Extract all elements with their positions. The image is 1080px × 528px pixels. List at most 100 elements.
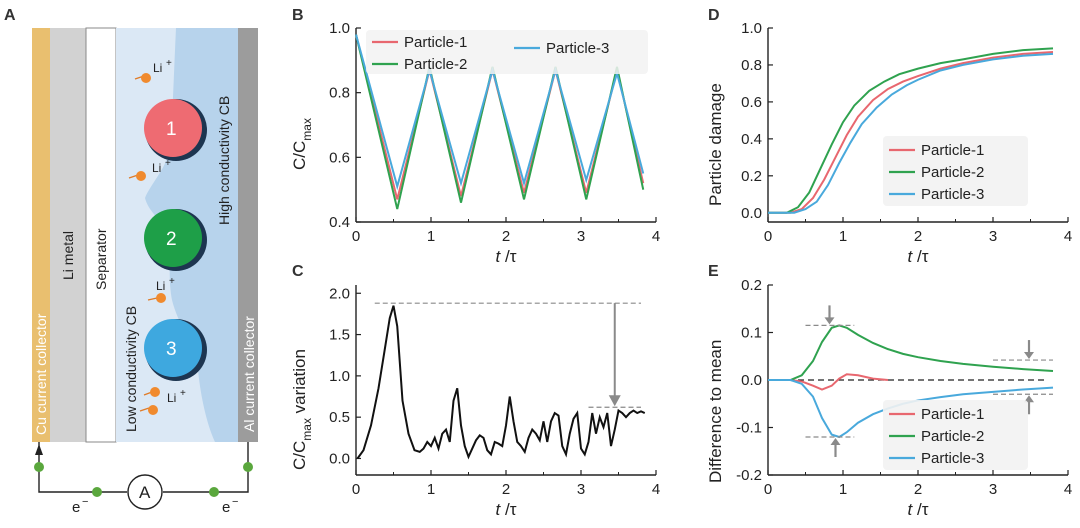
y-tick-label: -0.1 — [736, 420, 762, 437]
y-tick-label: 0.2 — [741, 168, 762, 185]
electron-dot — [243, 462, 253, 472]
y-tick-label: 0.0 — [741, 205, 762, 222]
y-tick-label: 2.0 — [329, 285, 350, 302]
separator-label: Separator — [93, 228, 109, 290]
chart-b-series — [355, 34, 645, 210]
legend-box — [366, 30, 648, 74]
particle-3-label: 3 — [166, 339, 177, 360]
x-tick-label: 0 — [352, 481, 360, 498]
y-tick-label: 1.0 — [329, 368, 350, 385]
panel-b: B 0 1 2 3 40.40.60.81.0t /τ Particle-1Partic… — [290, 7, 660, 266]
chart-e-legend: Particle-1 Particle-2 Particle-3 — [883, 400, 1028, 470]
chart-d-ylabel: Particle damage — [706, 83, 725, 206]
panel-label-c: C — [292, 263, 304, 280]
panel-e: E 0 1 2 3 4-0.2-0.10.00.10.2t /τ Particle-1P… — [706, 263, 1072, 519]
svg-text:+: + — [165, 158, 171, 169]
chart-e-ylabel: Difference to mean — [706, 340, 725, 483]
reduction-arrow-head — [608, 395, 621, 407]
series-particle-3 — [768, 379, 1054, 439]
legend-particle-3-label: Particle-3 — [921, 450, 984, 467]
series-variation — [356, 305, 646, 460]
x-tick-label: 2 — [914, 481, 922, 498]
li-ion-3: Li + — [147, 276, 175, 303]
y-tick-label: 0.0 — [329, 450, 350, 467]
x-tick-label: 2 — [502, 228, 510, 245]
svg-text:Li: Li — [153, 61, 162, 75]
chart-b-ylabel: C/Cmax — [290, 118, 314, 170]
particle-2: 2 — [144, 209, 207, 271]
y-tick-label: 0.2 — [741, 277, 762, 294]
y-tick-label: 0.0 — [741, 372, 762, 389]
series-particle-3 — [355, 34, 645, 191]
x-tick-label: 4 — [1064, 228, 1072, 245]
al-current-collector — [238, 28, 258, 442]
panel-label-b: B — [292, 7, 304, 24]
legend-particle-2-label: Particle-2 — [404, 56, 467, 73]
li-metal-label: Li metal — [60, 231, 76, 280]
x-tick-label: 0 — [764, 228, 772, 245]
svg-text:+: + — [180, 388, 186, 399]
li-ion-5 — [139, 405, 158, 415]
li-ion-group: Li + Li + Li + Li + — [128, 58, 186, 415]
li-ion-2: Li + — [128, 158, 171, 181]
particle-2-label: 2 — [166, 229, 177, 250]
y-tick-label: 0.6 — [741, 94, 762, 111]
legend-particle-1-label: Particle-1 — [921, 406, 984, 423]
chart-d-legend: Particle-1 Particle-2 Particle-3 — [883, 136, 1028, 206]
series-particle-3 — [768, 52, 1054, 214]
y-tick-label: 0.8 — [741, 57, 762, 74]
ammeter — [127, 474, 163, 510]
y-tick-label: 0.4 — [741, 131, 762, 148]
y-tick-label: -0.2 — [736, 467, 762, 484]
svg-text:Li: Li — [156, 279, 165, 293]
svg-text:Li: Li — [152, 161, 161, 175]
legend-particle-3-label: Particle-3 — [921, 186, 984, 203]
chart-e-axes-ticks: 0 1 2 3 4 -0.2 -0.1 0.0 0.1 0.2 t /τ — [736, 277, 1072, 519]
series-particle-2 — [355, 34, 645, 210]
y-tick-label: 0.1 — [741, 325, 762, 342]
end-arrow-p2-head — [1024, 352, 1034, 360]
x-axis-label: t /τ — [496, 247, 517, 266]
x-tick-label: 3 — [577, 481, 585, 498]
chart-b-legend: Particle-1 Particle-2 Particle-3 — [366, 30, 648, 74]
y-tick-label: 1.5 — [329, 327, 350, 344]
chart-c-ylabel: C/Cmax variation — [290, 349, 314, 470]
y-tick-label: 0.5 — [329, 409, 350, 426]
particle-3: 3 — [144, 319, 207, 381]
legend-box — [883, 400, 1028, 470]
electron-dot — [209, 487, 219, 497]
x-tick-label: 3 — [989, 228, 997, 245]
svg-text:Li: Li — [167, 391, 176, 405]
peak-arrow-p3-head — [830, 438, 841, 445]
cu-current-collector — [32, 28, 50, 442]
chart-e-series — [768, 305, 1054, 457]
electron-label-right: e — [222, 499, 230, 516]
x-tick-label: 2 — [502, 481, 510, 498]
particle-1-label: 1 — [166, 119, 177, 140]
svg-text:+: + — [166, 58, 172, 69]
separator — [85, 27, 117, 443]
x-tick-label: 3 — [989, 481, 997, 498]
x-tick-label: 4 — [1064, 481, 1072, 498]
legend-particle-2-label: Particle-2 — [921, 164, 984, 181]
chart-d-series — [768, 47, 1054, 214]
li-ion-4: Li + — [143, 387, 186, 405]
li-ion-1: Li + — [134, 58, 172, 83]
x-tick-label: 1 — [427, 481, 435, 498]
chart-d-axes-ticks: 0 1 2 3 4 0.0 0.2 0.4 0.6 0.8 1.0 t /τ — [741, 20, 1072, 266]
x-tick-label: 3 — [577, 228, 585, 245]
legend-box — [883, 136, 1028, 206]
panel-d: D 0 1 2 3 4 0.0 0.2 0.4 0.6 0.8 1.0 t /τ Particle-1… — [706, 7, 1072, 266]
series-particle-1 — [768, 373, 889, 391]
y-tick-label: 1.0 — [741, 20, 762, 37]
al-collector-label: Al current collector — [241, 316, 257, 432]
x-axis-label: t /τ — [908, 500, 929, 519]
x-tick-label: 0 — [352, 228, 360, 245]
legend-particle-2-label: Particle-2 — [921, 428, 984, 445]
legend-particle-1-label: Particle-1 — [921, 142, 984, 159]
external-circuit: A e − e − — [34, 442, 253, 516]
x-tick-label: 4 — [652, 481, 660, 498]
svg-text:+: + — [169, 276, 175, 287]
cu-collector-label: Cu current collector — [33, 313, 49, 435]
